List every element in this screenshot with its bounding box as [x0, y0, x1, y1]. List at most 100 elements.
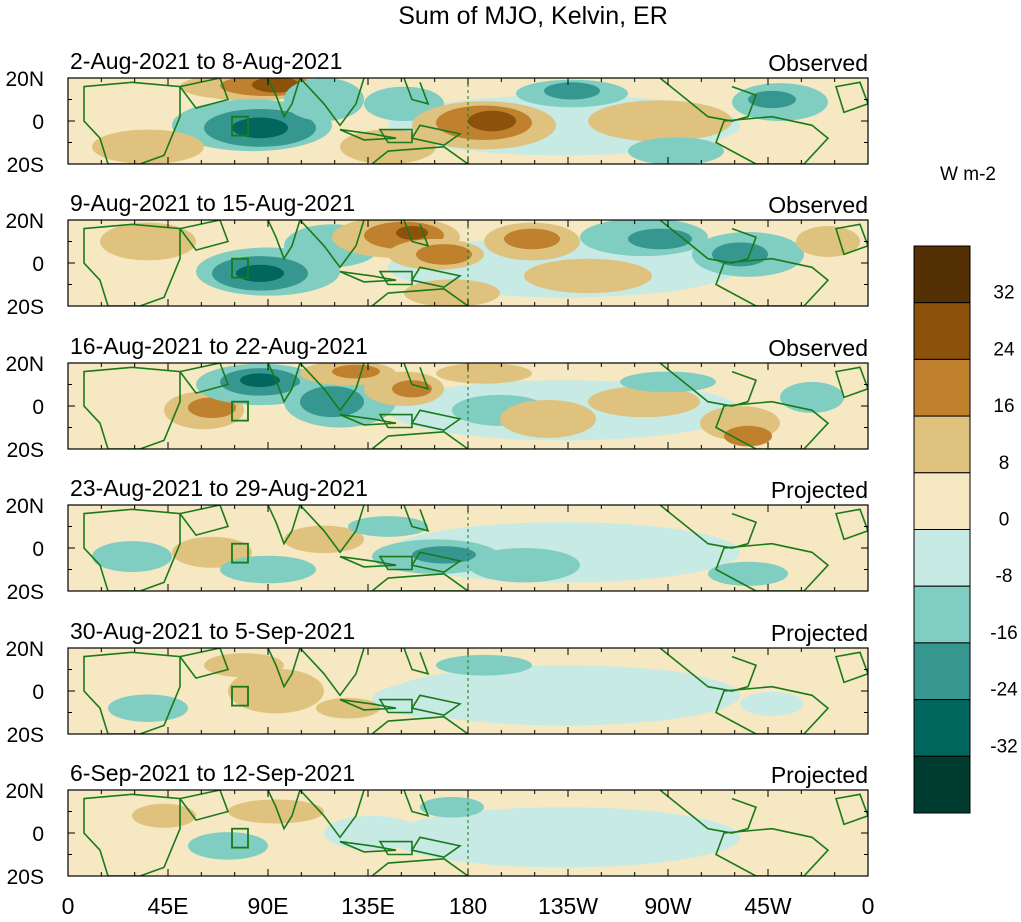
anomaly-contour: [436, 363, 532, 384]
panel-status: Observed: [768, 335, 868, 361]
anomaly-contour: [504, 228, 560, 250]
anomaly-contour: [524, 258, 652, 294]
y-tick-label: 0: [32, 823, 44, 846]
x-tick-label: 135E: [341, 893, 395, 919]
colorbar-label: -24: [990, 680, 1018, 701]
anomaly-contour: [420, 796, 484, 818]
colorbar-segment: [913, 755, 971, 814]
anomaly-contour: [724, 425, 772, 447]
colorbar-segment: [913, 642, 971, 701]
y-tick-label: 0: [32, 111, 44, 134]
colorbar-segment: [913, 699, 971, 757]
anomaly-contour: [620, 371, 716, 393]
anomaly-contour: [188, 397, 236, 419]
y-tick-label: 20N: [5, 638, 44, 661]
map-panel: 20N 0 20S 16-Aug-2021 to 22-Aug-2021 Observe…: [5, 333, 869, 462]
anomaly-contour: [92, 129, 204, 164]
colorbar-units: W m-2: [940, 164, 996, 185]
region-box: [231, 257, 249, 279]
y-tick-label: 0: [32, 396, 44, 419]
x-tick-label: 90E: [248, 893, 289, 919]
colorbar-label: -16: [990, 623, 1017, 644]
map-panel: 20N 0 20S 23-Aug-2021 to 29-Aug-2021 Project…: [5, 475, 869, 604]
x-tick-label: 0: [862, 893, 875, 919]
anomaly-contour: [412, 546, 476, 564]
y-tick-label: 20N: [5, 353, 44, 376]
panel-status: Projected: [771, 762, 868, 788]
anomaly-contour: [712, 242, 768, 267]
y-tick-label: 20S: [7, 154, 44, 177]
coastlines: [83, 220, 868, 306]
anomaly-contour: [348, 516, 428, 537]
anomaly-contour: [588, 814, 700, 843]
region-box: [231, 400, 249, 422]
x-tick-label: 45W: [744, 893, 792, 919]
anomaly-contour: [372, 682, 484, 717]
anomaly-contour: [92, 541, 172, 573]
anomaly-contour: [436, 654, 532, 676]
anomaly-contour: [392, 380, 432, 398]
y-tick-label: 20S: [7, 581, 44, 604]
anomaly-contour: [188, 832, 268, 860]
map-panel: 20N 0 20S 6-Sep-2021 to 12-Sep-2021 Projecte…: [5, 760, 869, 889]
y-tick-label: 20N: [5, 68, 44, 91]
x-tick-label: 0: [62, 893, 75, 919]
anomaly-contour: [588, 100, 732, 142]
x-tick-label: 135W: [538, 893, 598, 919]
anomaly-contour: [780, 381, 844, 413]
anomaly-contour: [252, 78, 300, 93]
anomaly-contour: [232, 117, 288, 139]
anomaly-contour: [796, 226, 860, 257]
anomaly-contour: [588, 386, 700, 418]
anomaly-contour: [748, 90, 796, 109]
colorbar-label: 16: [993, 396, 1014, 417]
x-tick-label: 180: [449, 893, 487, 919]
anomaly-contour: [228, 799, 324, 824]
colorbar-segment: [913, 585, 971, 644]
y-tick-label: 20N: [5, 495, 44, 518]
x-tick-label: 90W: [644, 893, 692, 919]
panel-date-range: 9-Aug-2021 to 15-Aug-2021: [70, 190, 355, 216]
panel-status: Observed: [768, 192, 868, 218]
anomaly-contour: [500, 399, 596, 438]
figure-title: Sum of MJO, Kelvin, ER: [398, 2, 668, 30]
anomaly-contour: [444, 815, 572, 851]
region-box: [231, 115, 249, 137]
colorbar-label: 0: [999, 510, 1010, 531]
anomaly-contour: [548, 668, 708, 697]
colorbar-segment: [913, 529, 971, 587]
y-tick-label: 0: [32, 681, 44, 704]
y-tick-label: 20N: [5, 780, 44, 803]
region-box: [231, 827, 249, 849]
anomaly-contour: [108, 694, 188, 722]
colorbar-segment: [913, 245, 971, 304]
map-panel: 20N 0 20S 30-Aug-2021 to 5-Sep-2021 Projecte…: [5, 618, 869, 747]
y-tick-label: 20N: [5, 210, 44, 233]
panel-status: Projected: [771, 620, 868, 646]
anomaly-contour: [340, 129, 436, 164]
anomaly-contour: [416, 244, 472, 265]
anomaly-contour: [300, 386, 364, 418]
anomaly-contour: [708, 561, 788, 586]
map-panel: 20N 0 20S 2-Aug-2021 to 8-Aug-2021 Observed: [5, 48, 869, 177]
anomaly-contour: [236, 264, 284, 282]
anomaly-contour: [740, 691, 804, 716]
anomaly-contour: [240, 373, 280, 388]
panel-date-range: 23-Aug-2021 to 29-Aug-2021: [70, 475, 368, 501]
coastlines: [83, 505, 868, 591]
anomaly-contour: [468, 548, 580, 583]
anomaly-contour: [100, 222, 196, 261]
coastlines: [83, 648, 868, 734]
panel-status: Projected: [771, 477, 868, 503]
anomaly-contour: [628, 137, 724, 164]
panel-date-range: 16-Aug-2021 to 22-Aug-2021: [70, 333, 368, 359]
colorbar-label: -32: [990, 736, 1017, 757]
anomaly-contour: [220, 555, 316, 584]
anomaly-contour: [228, 668, 324, 714]
colorbar-segment: [913, 415, 971, 474]
anomaly-contour: [468, 110, 516, 132]
colorbar-segment: [913, 358, 971, 417]
colorbar-segment: [913, 302, 971, 360]
anomaly-contour: [284, 78, 364, 121]
